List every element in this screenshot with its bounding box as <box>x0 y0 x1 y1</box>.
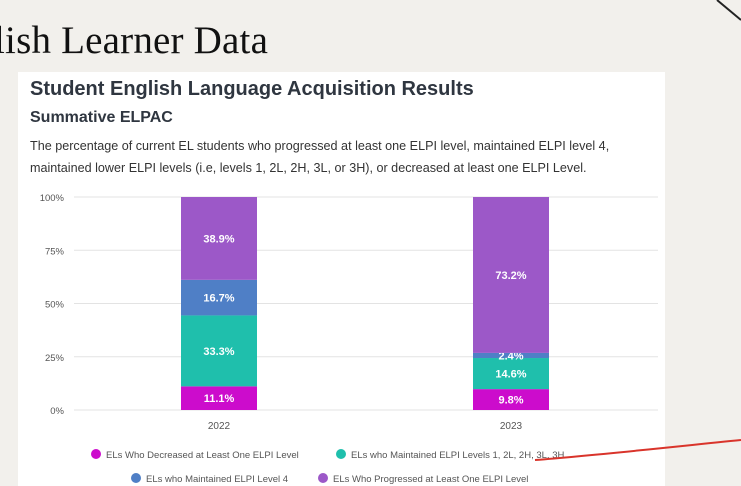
bar-segment <box>181 279 257 316</box>
bar-segment <box>181 315 257 387</box>
data-label: 11.1% <box>204 393 235 405</box>
y-tick-label: 0% <box>50 406 64 417</box>
legend-label: ELs who Maintained ELPI Levels 1, 2L, 2H… <box>351 450 564 461</box>
bar-segment <box>473 352 549 359</box>
stacked-bar-chart: 0% 25% 50% 75% 100% 11.1% 33.3% 16.7% 38.9% 2022 9… <box>40 193 658 485</box>
y-tick-label: 100% <box>40 193 65 204</box>
data-label: 16.7% <box>203 293 234 305</box>
bar-segment <box>473 358 549 390</box>
chart-card: Student English Language Acquisition Res… <box>18 72 665 486</box>
data-label: 2.4% <box>498 350 523 362</box>
bar-segment <box>473 197 549 353</box>
legend-label: ELs Who Progressed at Least One ELPI Lev… <box>333 474 528 485</box>
bar-segment <box>473 389 549 410</box>
y-tick-label: 25% <box>45 353 65 364</box>
card-title: Student English Language Acquisition Res… <box>30 78 474 100</box>
legend-swatch <box>131 473 141 483</box>
y-tick-label: 50% <box>45 300 65 311</box>
card-description: The percentage of current EL students wh… <box>30 139 610 175</box>
y-tick-label: 75% <box>45 246 65 257</box>
legend-label: ELs who Maintained ELPI Level 4 <box>146 474 288 485</box>
data-label: 73.2% <box>495 270 526 282</box>
slide-title: lish Learner Data <box>0 19 269 62</box>
corner-decoration <box>716 0 741 21</box>
legend-label: ELs Who Decreased at Least One ELPI Leve… <box>106 450 299 461</box>
data-label: 38.9% <box>203 233 234 245</box>
data-label: 33.3% <box>203 346 234 358</box>
x-tick-label: 2022 <box>208 421 231 432</box>
data-label: 14.6% <box>495 369 526 381</box>
legend-swatch <box>91 449 101 459</box>
x-tick-label: 2023 <box>500 421 523 432</box>
legend-swatch <box>318 473 328 483</box>
bar-segment <box>181 386 257 410</box>
card-subtitle: Summative ELPAC <box>30 109 173 126</box>
legend-swatch <box>336 449 346 459</box>
data-label: 9.8% <box>498 395 523 407</box>
bar-segment <box>181 197 257 280</box>
